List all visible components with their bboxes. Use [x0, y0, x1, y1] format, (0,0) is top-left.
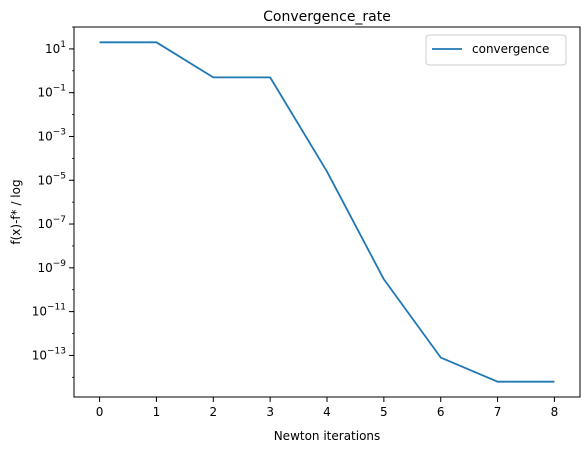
legend-box [425, 34, 567, 66]
y-tick-base: 10 [37, 261, 52, 275]
y-tick-label: 10−7 [37, 215, 66, 231]
series-line-convergence [99, 41, 555, 383]
legend: convergence [425, 34, 567, 66]
y-tick-label: 10−11 [32, 303, 66, 319]
x-tick-label: 2 [209, 405, 217, 419]
y-tick-base: 10 [32, 348, 47, 362]
x-axis: 0 1 2 3 4 5 6 7 8 [96, 397, 558, 419]
y-tick-exponent: −11 [47, 303, 66, 313]
x-tick-label: 8 [551, 405, 559, 419]
x-tick-label: 1 [153, 405, 161, 419]
legend-label-convergence: convergence [472, 42, 549, 56]
x-tick-label: 7 [494, 405, 502, 419]
y-tick-label: 10−5 [37, 171, 66, 187]
y-tick-exponent: −1 [53, 84, 66, 94]
y-tick-label: 10−1 [37, 84, 66, 100]
y-tick-exponent: −5 [53, 171, 66, 181]
y-tick-exponent: −3 [53, 127, 66, 137]
y-tick-base: 10 [37, 217, 52, 231]
y-tick-exponent: −13 [47, 346, 66, 356]
y-tick-label: 10−9 [37, 259, 66, 275]
y-tick-base: 10 [37, 173, 52, 187]
y-tick-label: 10−13 [32, 346, 66, 362]
x-tick-label: 3 [266, 405, 274, 419]
plot-frame [73, 26, 581, 398]
x-tick-label: 4 [323, 405, 331, 419]
y-tick-base: 10 [37, 129, 52, 143]
chart-title: Convergence_rate [263, 9, 391, 25]
series-layer [99, 41, 555, 383]
y-tick-exponent: 1 [60, 40, 66, 50]
y-tick-label: 101 [45, 40, 66, 56]
y-tick-label: 10−3 [37, 127, 66, 143]
y-tick-base: 10 [45, 42, 60, 56]
x-tick-label: 0 [96, 405, 104, 419]
y-tick-base: 10 [37, 86, 52, 100]
x-tick-label: 5 [380, 405, 388, 419]
y-tick-base: 10 [32, 305, 47, 319]
x-axis-label: Newton iterations [274, 429, 381, 443]
x-tick-label: 6 [437, 405, 445, 419]
y-tick-exponent: −7 [53, 215, 66, 225]
y-tick-exponent: −9 [53, 259, 67, 269]
y-axis-label: f(x)-f* / log [9, 179, 23, 244]
